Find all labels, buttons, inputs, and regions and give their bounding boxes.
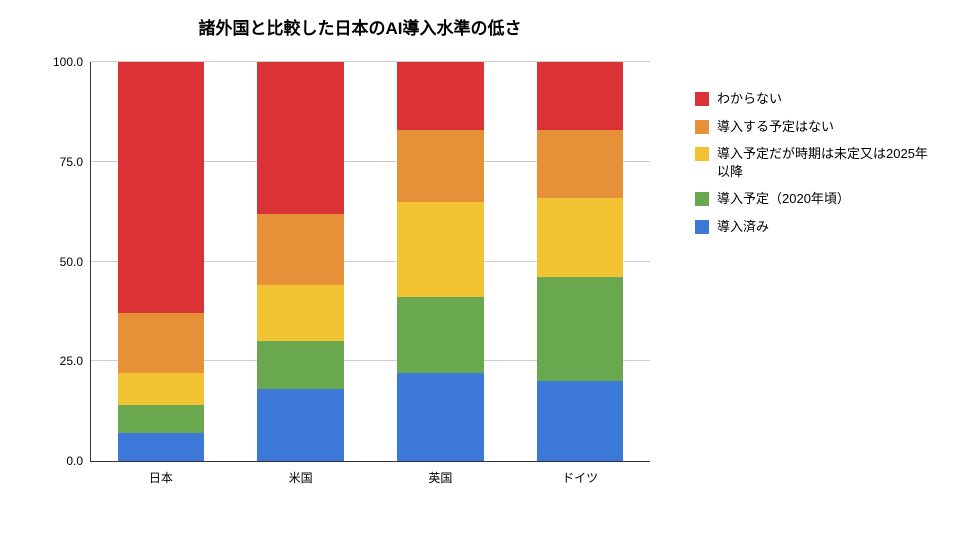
x-tick-label: ドイツ: [562, 469, 598, 486]
legend-item: わからない: [695, 90, 935, 108]
bar-segment-planned_undated: [397, 202, 484, 298]
bar-segment-no_plan: [537, 130, 624, 198]
bar-slot: 英国: [371, 62, 511, 461]
legend: わからない導入する予定はない導入予定だが時期は未定又は2025年以降導入予定（2…: [695, 90, 935, 235]
legend-swatch: [695, 120, 709, 134]
stacked-bar: [397, 62, 484, 461]
bar-segment-adopted: [118, 433, 205, 461]
stacked-bar: [118, 62, 205, 461]
bar-segment-dont_know: [397, 62, 484, 130]
chart-title: 諸外国と比較した日本のAI導入水準の低さ: [0, 14, 720, 39]
legend-swatch: [695, 192, 709, 206]
legend-item: 導入予定だが時期は未定又は2025年以降: [695, 145, 935, 180]
legend-swatch: [695, 220, 709, 234]
bar-segment-planned_undated: [537, 198, 624, 278]
y-tick-label: 0.0: [66, 454, 83, 468]
bar-segment-planned_undated: [118, 373, 205, 405]
bar-segment-adopted: [257, 389, 344, 461]
bar-slot: 日本: [91, 62, 231, 461]
bar-slot: ドイツ: [510, 62, 650, 461]
legend-swatch: [695, 147, 709, 161]
y-tick-label: 100.0: [53, 55, 83, 69]
bar-segment-no_plan: [397, 130, 484, 202]
bar-segment-planned_undated: [257, 285, 344, 341]
legend-item: 導入予定（2020年頃）: [695, 190, 935, 208]
x-tick-label: 米国: [289, 469, 313, 486]
plot-area: 日本米国英国ドイツ 0.025.050.075.0100.0: [90, 62, 650, 462]
y-tick-label: 75.0: [60, 155, 83, 169]
x-tick-label: 日本: [149, 469, 173, 486]
chart-container: 諸外国と比較した日本のAI導入水準の低さ 日本米国英国ドイツ 0.025.050…: [0, 0, 960, 540]
bar-segment-planned_2020: [118, 405, 205, 433]
legend-label: 導入済み: [717, 218, 769, 236]
bar-segment-adopted: [397, 373, 484, 461]
legend-item: 導入済み: [695, 218, 935, 236]
legend-item: 導入する予定はない: [695, 118, 935, 136]
bar-segment-planned_2020: [397, 297, 484, 373]
bar-slot: 米国: [231, 62, 371, 461]
y-tick-label: 50.0: [60, 255, 83, 269]
legend-label: わからない: [717, 90, 782, 108]
bar-segment-no_plan: [257, 214, 344, 286]
y-tick-label: 25.0: [60, 354, 83, 368]
legend-label: 導入予定だが時期は未定又は2025年以降: [717, 145, 935, 180]
legend-label: 導入予定（2020年頃）: [717, 190, 850, 208]
bar-segment-dont_know: [537, 62, 624, 130]
stacked-bar: [257, 62, 344, 461]
bar-segment-planned_2020: [257, 341, 344, 389]
x-tick-label: 英国: [428, 469, 452, 486]
legend-swatch: [695, 92, 709, 106]
bar-segment-planned_2020: [537, 277, 624, 381]
bar-segment-dont_know: [118, 62, 205, 313]
bar-segment-adopted: [537, 381, 624, 461]
bars-group: 日本米国英国ドイツ: [91, 62, 650, 461]
bar-segment-no_plan: [118, 313, 205, 373]
bar-segment-dont_know: [257, 62, 344, 214]
stacked-bar: [537, 62, 624, 461]
legend-label: 導入する予定はない: [717, 118, 834, 136]
